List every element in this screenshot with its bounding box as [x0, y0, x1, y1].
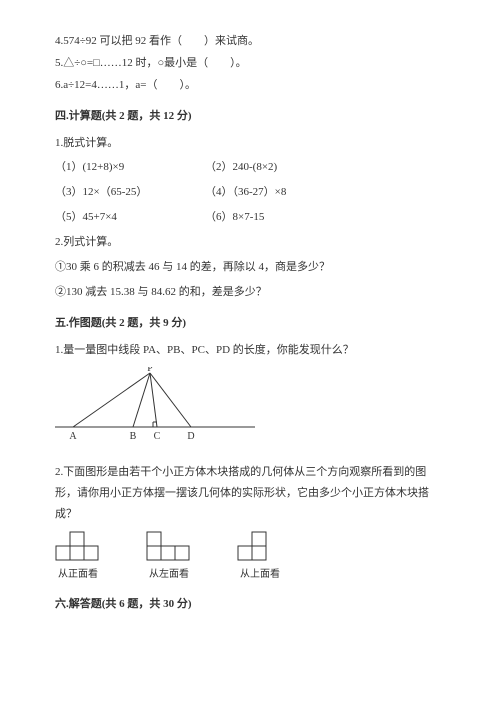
sec4-q2-1: ①30 乘 6 的积减去 46 与 14 的差，再除以 4，商是多少？	[55, 257, 445, 278]
calc-1: （1）(12+8)×9	[55, 157, 205, 178]
section-5-title: 五.作图题(共 2 题，共 9 分)	[55, 313, 445, 334]
calc-6: （6）8×7-15	[205, 207, 264, 228]
view-left-icon	[146, 531, 192, 563]
fill-blank-5: 5.△÷○=□……12 时，○最小是（ ）。	[55, 53, 445, 74]
svg-text:P: P	[147, 367, 153, 374]
calc-2: （2）240-(8×2)	[205, 157, 277, 178]
view-top-label: 从上面看	[240, 565, 280, 584]
sec4-q1: 1.脱式计算。	[55, 133, 445, 154]
sec5-q2: 2.下面图形是由若干个小正方体木块搭成的几何体从三个方向观察所看到的图形，请你用…	[55, 462, 445, 525]
calc-3: （3）12×（65-25）	[55, 182, 205, 203]
view-front-icon	[55, 531, 101, 563]
triangle-diagram: P A B C D	[55, 367, 445, 455]
section-4-title: 四.计算题(共 2 题，共 12 分)	[55, 106, 445, 127]
calc-4: （4）（36-27）×8	[205, 182, 286, 203]
fill-blank-4: 4.574÷92 可以把 92 看作（ ）来试商。	[55, 31, 445, 52]
svg-text:B: B	[130, 431, 137, 442]
svg-text:A: A	[69, 431, 77, 442]
view-top-icon	[237, 531, 283, 563]
sec4-q2: 2.列式计算。	[55, 232, 445, 253]
orthographic-views: 从正面看 从左面看 从上面看	[55, 531, 445, 584]
view-front-label: 从正面看	[58, 565, 98, 584]
view-left-label: 从左面看	[149, 565, 189, 584]
svg-text:D: D	[187, 431, 194, 442]
svg-text:C: C	[154, 431, 161, 442]
sec4-q2-2: ②130 减去 15.38 与 84.62 的和，差是多少？	[55, 282, 445, 303]
section-6-title: 六.解答题(共 6 题，共 30 分)	[55, 594, 445, 615]
calc-5: （5）45+7×4	[55, 207, 205, 228]
sec5-q1: 1.量一量图中线段 PA、PB、PC、PD 的长度，你能发现什么？	[55, 340, 445, 361]
fill-blank-6: 6.a÷12=4……1，a=（ ）。	[55, 75, 445, 96]
